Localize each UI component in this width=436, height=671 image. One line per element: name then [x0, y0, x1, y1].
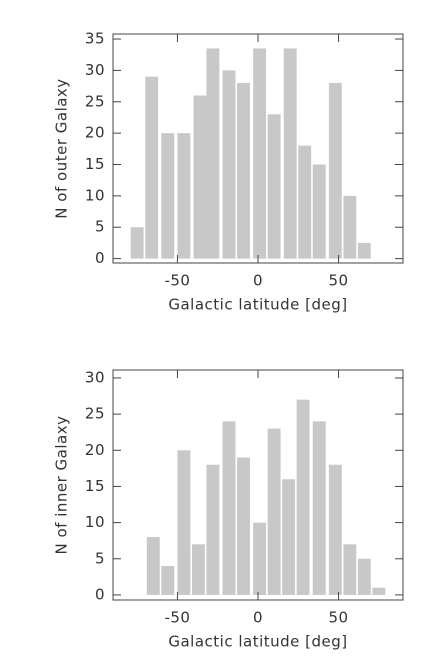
bar — [328, 464, 342, 595]
y-axis-label: N of inner Galaxy — [53, 416, 71, 555]
y-tick-label: 0 — [95, 249, 105, 267]
x-tick-label: 50 — [329, 609, 349, 627]
x-tick-label: 0 — [253, 272, 263, 290]
bar — [130, 227, 144, 259]
y-tick-label: 25 — [85, 405, 105, 423]
bar — [222, 421, 236, 595]
bar — [253, 48, 267, 259]
y-tick-label: 5 — [95, 549, 105, 567]
bar — [283, 48, 297, 259]
y-tick-label: 5 — [95, 218, 105, 236]
bar — [372, 587, 386, 595]
y-tick-label: 20 — [85, 124, 105, 142]
bar — [237, 82, 250, 259]
y-tick-label: 15 — [85, 477, 105, 495]
bar — [146, 537, 160, 595]
bar — [177, 450, 191, 595]
bar — [328, 82, 342, 259]
bar — [296, 399, 310, 595]
bar — [312, 164, 326, 259]
bar — [357, 558, 371, 595]
y-tick-label: 10 — [85, 513, 105, 531]
y-tick-label: 30 — [85, 61, 105, 79]
bar — [237, 457, 250, 595]
x-axis-label: Galactic latitude [deg] — [168, 296, 347, 314]
x-tick-label: -50 — [164, 609, 190, 627]
bar — [206, 464, 220, 595]
bar — [343, 195, 357, 259]
y-tick-label: 30 — [85, 368, 105, 386]
y-tick-label: 15 — [85, 155, 105, 173]
x-tick-label: 0 — [253, 609, 263, 627]
bar — [253, 522, 267, 595]
bar — [222, 70, 236, 259]
y-tick-label: 0 — [95, 585, 105, 603]
y-tick-label: 35 — [85, 30, 105, 48]
y-tick-label: 20 — [85, 441, 105, 459]
bar — [267, 114, 281, 259]
bar — [193, 95, 207, 259]
bar — [191, 544, 205, 595]
y-axis-label: N of outer Galaxy — [53, 78, 71, 218]
x-tick-label: 50 — [329, 272, 349, 290]
bar — [312, 421, 326, 595]
bar — [206, 48, 220, 259]
bar — [357, 242, 371, 259]
bar — [161, 133, 175, 259]
bar — [177, 133, 191, 259]
bar — [282, 479, 296, 595]
bar — [145, 76, 159, 259]
bar — [298, 145, 312, 259]
bar — [343, 544, 357, 595]
y-tick-label: 10 — [85, 186, 105, 204]
x-tick-label: -50 — [164, 272, 190, 290]
bar — [267, 428, 281, 595]
bar — [161, 566, 175, 595]
y-tick-label: 25 — [85, 92, 105, 110]
x-axis-label: Galactic latitude [deg] — [168, 633, 347, 651]
